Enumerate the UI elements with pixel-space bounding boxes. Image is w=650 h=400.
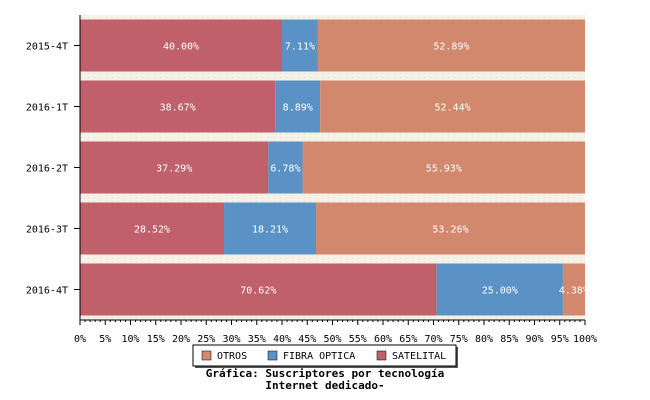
legend-box bbox=[192, 344, 457, 367]
x-tick-label: 25% bbox=[197, 334, 215, 345]
chart-caption: Gráfica: Suscriptores por tecnología Int… bbox=[0, 368, 650, 392]
legend-label: OTROS bbox=[217, 351, 247, 362]
y-tick-label: 2016-4T bbox=[26, 286, 68, 297]
x-tick-label: 5% bbox=[99, 334, 111, 345]
y-tick-label: 2016-2T bbox=[26, 164, 68, 175]
data-label: 40.00% bbox=[163, 42, 199, 53]
bar-otros-2016-2t bbox=[302, 141, 585, 194]
bar-satelital-2016-4t bbox=[80, 263, 437, 316]
x-tick-label: 90% bbox=[525, 334, 543, 345]
x-tick-label: 75% bbox=[450, 334, 468, 345]
data-label: 28.52% bbox=[134, 225, 170, 236]
y-tick-label: 2016-3T bbox=[26, 225, 68, 236]
bar-otros-2016-3t bbox=[315, 202, 585, 255]
legend-label: FIBRA OPTICA bbox=[283, 351, 355, 362]
x-tick-label: 65% bbox=[399, 334, 417, 345]
legend: OTROS FIBRA OPTICA SATELITAL bbox=[192, 344, 458, 368]
x-tick-label: 80% bbox=[475, 334, 493, 345]
data-label: 4.38% bbox=[559, 286, 589, 297]
bar-satelital-2016-3t bbox=[80, 202, 225, 255]
legend-swatch bbox=[376, 350, 387, 361]
x-tick-label: 10% bbox=[121, 334, 139, 345]
bar-fibra-optica-2016-3t bbox=[224, 202, 316, 255]
data-label: 52.89% bbox=[433, 42, 469, 53]
x-tick-label: 15% bbox=[147, 334, 165, 345]
data-label: 25.00% bbox=[482, 286, 518, 297]
x-tick-label: 0% bbox=[74, 334, 86, 345]
data-label: 52.44% bbox=[435, 103, 471, 114]
data-label: 37.29% bbox=[156, 164, 192, 175]
bar-fibra-optica-2016-2t bbox=[268, 141, 303, 194]
x-tick-label: 100% bbox=[573, 334, 597, 345]
legend-swatch bbox=[201, 350, 212, 361]
data-label: 38.67% bbox=[160, 103, 196, 114]
bar-fibra-optica-2016-4t bbox=[436, 263, 563, 316]
data-label: 7.11% bbox=[285, 42, 315, 53]
x-tick-label: 20% bbox=[172, 334, 190, 345]
bar-fibra-optica-2015-4t bbox=[282, 19, 318, 72]
bar-otros-2016-4t bbox=[562, 263, 585, 316]
x-tick-label: 55% bbox=[349, 334, 367, 345]
y-tick-label: 2016-1T bbox=[26, 103, 68, 114]
x-tick-label: 30% bbox=[222, 334, 240, 345]
bar-otros-2016-1t bbox=[320, 80, 585, 133]
bar-satelital-2015-4t bbox=[80, 19, 282, 72]
bar-satelital-2016-2t bbox=[80, 141, 269, 194]
x-tick-label: 45% bbox=[298, 334, 316, 345]
y-tick-label: 2015-4T bbox=[26, 42, 68, 53]
chart-title-line-2: Internet dedicado- bbox=[265, 379, 385, 392]
x-tick-label: 60% bbox=[374, 334, 392, 345]
data-label: 55.93% bbox=[426, 164, 462, 175]
x-tick-label: 35% bbox=[248, 334, 266, 345]
x-tick-label: 70% bbox=[424, 334, 442, 345]
x-tick-label: 40% bbox=[273, 334, 291, 345]
data-label: 6.78% bbox=[270, 164, 300, 175]
chart-title-line-1: Gráfica: Suscriptores por tecnología bbox=[205, 367, 445, 380]
legend-swatch bbox=[267, 350, 278, 361]
x-tick-label: 95% bbox=[551, 334, 569, 345]
data-label: 70.62% bbox=[240, 286, 276, 297]
bar-fibra-optica-2016-1t bbox=[275, 80, 321, 133]
x-tick-label: 85% bbox=[500, 334, 518, 345]
data-label: 18.21% bbox=[252, 225, 288, 236]
x-tick-label: 50% bbox=[323, 334, 341, 345]
legend-label: SATELITAL bbox=[392, 351, 446, 362]
data-label: 8.89% bbox=[283, 103, 313, 114]
data-label: 53.26% bbox=[432, 225, 468, 236]
bar-otros-2015-4t bbox=[317, 19, 585, 72]
bar-satelital-2016-1t bbox=[80, 80, 276, 133]
